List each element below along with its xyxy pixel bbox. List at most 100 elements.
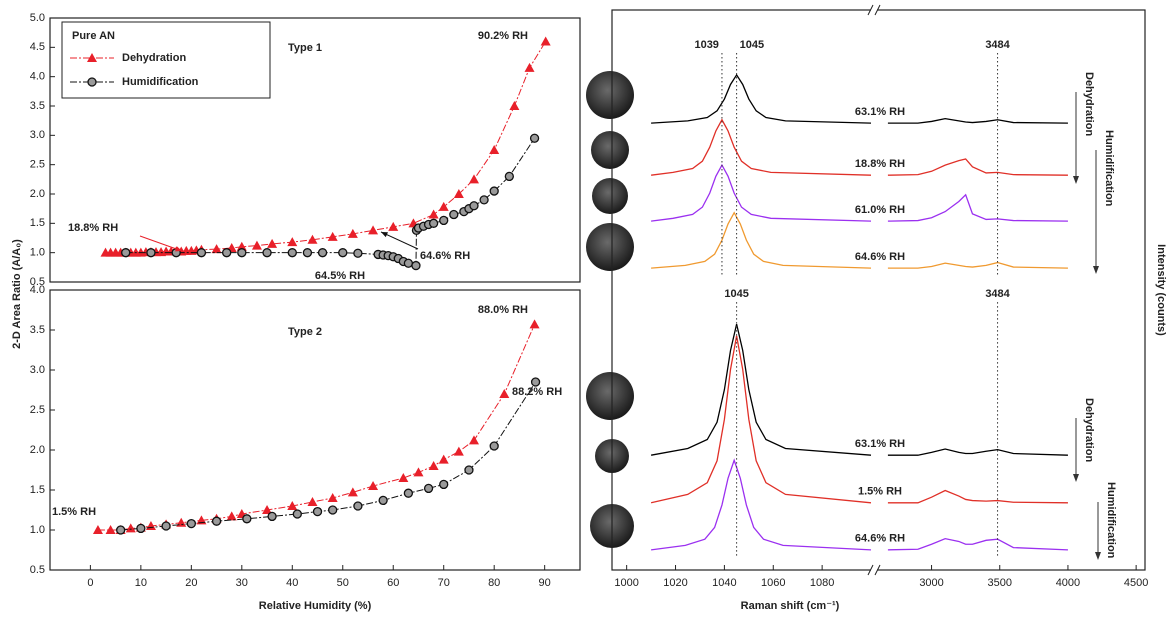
spectrum-line — [887, 158, 1068, 176]
data-point — [489, 186, 499, 196]
data-point — [368, 225, 379, 235]
process-label: Humidification — [1105, 482, 1117, 559]
spectrum-label: 64.6% RH — [855, 251, 905, 263]
data-point — [317, 248, 328, 258]
y-tick-label: 1.5 — [30, 484, 45, 496]
data-point — [529, 319, 540, 329]
data-point — [338, 248, 348, 258]
data-point — [479, 195, 489, 205]
y-tick-label: 3.0 — [30, 129, 45, 141]
x-axis-label: Raman shift (cm⁻¹) — [741, 600, 840, 612]
legend-label: Humidification — [122, 76, 199, 88]
y-tick-label: 0.5 — [30, 276, 45, 288]
data-point — [353, 501, 363, 511]
data-point — [428, 209, 439, 219]
data-point — [237, 248, 247, 258]
data-point — [302, 248, 313, 258]
data-point — [312, 506, 323, 517]
spectrum-line — [887, 448, 1068, 456]
data-point — [292, 509, 302, 519]
data-point — [489, 441, 499, 451]
data-point — [530, 377, 541, 387]
data-point — [453, 446, 464, 456]
data-point — [116, 525, 126, 535]
data-point — [438, 201, 449, 211]
annotation: 64.5% RH — [315, 270, 365, 282]
data-point — [489, 145, 500, 154]
y-tick-label: 2.5 — [30, 159, 45, 171]
data-point — [161, 521, 171, 531]
data-point — [307, 497, 318, 506]
plot-frame — [611, 9, 1146, 571]
data-point — [509, 101, 520, 110]
data-point — [105, 525, 116, 534]
data-point — [307, 234, 318, 244]
data-point — [464, 465, 474, 475]
data-point — [428, 218, 439, 228]
data-point — [524, 62, 535, 72]
data-point — [287, 501, 298, 510]
data-point — [226, 511, 237, 521]
y-tick-label: 0.5 — [30, 564, 45, 576]
arrow-head — [1073, 474, 1079, 482]
plot-frame — [49, 289, 581, 571]
droplet — [586, 71, 634, 119]
data-point — [347, 487, 358, 497]
data-point — [504, 171, 514, 182]
y-tick-label: 4.5 — [30, 41, 45, 53]
spectrum-line — [887, 489, 1068, 504]
spectrum-line — [651, 458, 872, 551]
data-point — [438, 454, 449, 464]
axis-break-mark — [867, 4, 881, 16]
spectrum-line — [651, 73, 872, 124]
arrow-head — [1073, 176, 1079, 184]
y-tick-label: 3.0 — [30, 364, 45, 376]
y-tick-label: 2.0 — [30, 444, 45, 456]
data-point — [287, 248, 297, 258]
legend-title: Pure AN — [72, 30, 115, 42]
spectrum-label: 18.8% RH — [855, 158, 905, 170]
annotation: Type 2 — [288, 326, 322, 338]
data-point — [529, 133, 540, 143]
spectrum-line — [650, 335, 872, 504]
x-tick-label: 3000 — [919, 577, 943, 589]
data-point — [469, 174, 479, 184]
spectrum-line — [887, 117, 1068, 124]
y-tick-label: 3.5 — [30, 100, 45, 112]
data-point — [378, 495, 388, 506]
x-tick-label: 60 — [387, 577, 399, 589]
annotation: 88.0% RH — [478, 304, 528, 316]
y-tick-label: 4.0 — [30, 284, 45, 296]
y-tick-label: 1.0 — [30, 247, 45, 259]
spectrum-label: 1.5% RH — [858, 486, 902, 498]
data-point — [211, 516, 222, 526]
droplet — [591, 131, 629, 169]
y-tick-label: 2.5 — [30, 404, 45, 416]
annotation: 90.2% RH — [478, 30, 528, 42]
x-tick-label: 4000 — [1056, 577, 1080, 589]
series-line — [97, 324, 536, 531]
spectrum-label: 61.0% RH — [855, 204, 905, 216]
data-point — [469, 201, 479, 211]
data-point — [353, 248, 363, 258]
data-point — [87, 77, 97, 87]
annotation: 88.2% RH — [512, 386, 562, 398]
y-tick-label: 3.5 — [30, 324, 45, 336]
axis-break-mark — [867, 564, 881, 576]
annotation-arrow — [380, 231, 419, 250]
x-tick-label: 4500 — [1124, 577, 1148, 589]
data-point — [236, 241, 247, 251]
data-point — [403, 488, 414, 498]
y-axis-label: Intensity (counts) — [1155, 244, 1167, 336]
data-point — [125, 523, 136, 533]
plot-frame — [49, 17, 581, 283]
spectrum-line — [651, 118, 872, 176]
peak-label: 1045 — [724, 288, 748, 300]
legend-box — [61, 21, 271, 99]
legend-label: Dehydration — [122, 52, 186, 64]
data-point — [413, 467, 424, 477]
data-point — [368, 481, 379, 490]
data-point — [449, 209, 459, 220]
